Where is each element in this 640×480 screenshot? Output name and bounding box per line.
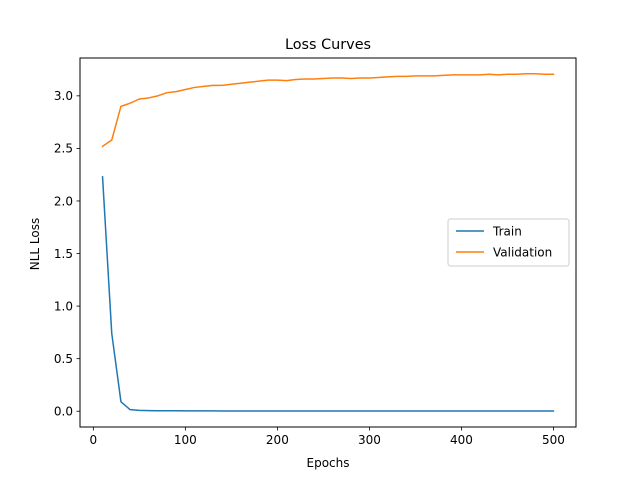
legend-label-validation: Validation [493, 245, 552, 259]
series-line-validation [101, 73, 555, 148]
x-tick-label: 300 [358, 433, 381, 447]
y-tick-label: 2.0 [54, 194, 73, 208]
plot-area: 0 100 200 300 400 500 0.0 0.5 1.0 1.5 2.0 2.5 3.0 [54, 57, 577, 447]
y-tick-label: 1.5 [54, 247, 73, 261]
chart-title: Loss Curves [285, 37, 371, 53]
legend-label-train: Train [492, 224, 522, 238]
series-line-train [101, 175, 555, 412]
axes-frame [79, 57, 577, 428]
y-axis-label: NLL Loss [28, 218, 42, 270]
x-tick-label: 500 [542, 433, 565, 447]
y-tick-label: 1.0 [54, 299, 73, 313]
x-tick-label: 100 [174, 433, 197, 447]
y-tick-label: 0.5 [54, 352, 73, 366]
y-tick-label: 0.0 [54, 405, 73, 419]
x-tick-label: 0 [90, 433, 98, 447]
y-tick-label: 2.5 [54, 142, 73, 156]
y-tick-label: 3.0 [54, 89, 73, 103]
x-tick-label: 200 [266, 433, 289, 447]
legend: Train Validation [447, 218, 570, 267]
x-axis-label: Epochs [307, 456, 350, 470]
x-tick-label: 400 [450, 433, 473, 447]
